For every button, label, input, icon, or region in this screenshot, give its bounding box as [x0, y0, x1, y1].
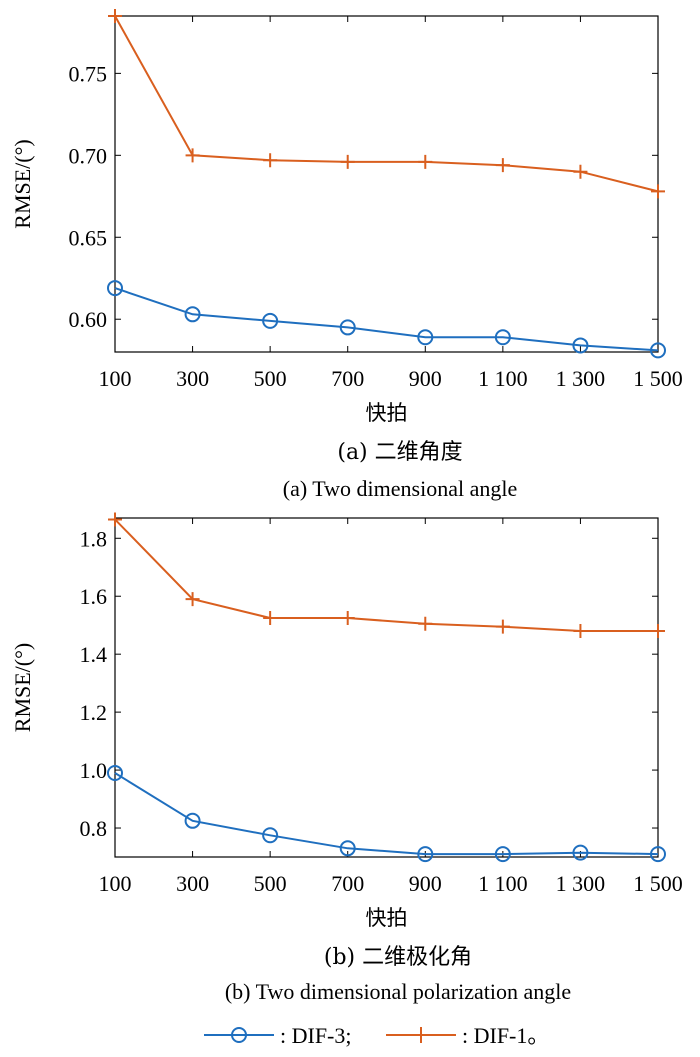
- data-point-dif3: [262, 827, 279, 844]
- y-tick-label: 0.8: [80, 816, 108, 841]
- y-tick-label: 1.6: [80, 584, 108, 609]
- plot-frame: [114, 15, 659, 353]
- series-line-dif-1: [114, 518, 658, 632]
- data-point-dif1: [418, 616, 433, 631]
- y-tick-label: 1.4: [80, 642, 108, 667]
- data-point-dif1: [573, 624, 588, 638]
- x-tick-label: 1 500: [633, 366, 683, 391]
- plot-frame: [114, 517, 659, 858]
- y-axis-label: RMSE/(°): [10, 643, 35, 732]
- y-axis-label: RMSE/(°): [10, 139, 35, 228]
- x-tick-label: 900: [409, 366, 442, 391]
- y-tick-label: 1.0: [80, 758, 108, 783]
- y-tick-label: 1.8: [80, 526, 108, 551]
- x-tick-label: 1 300: [556, 366, 606, 391]
- x-tick-label: 500: [254, 871, 287, 896]
- x-axis-label: 快拍: [366, 401, 408, 425]
- data-point-dif1: [418, 154, 433, 169]
- series-line-dif-3: [114, 772, 659, 856]
- caption-b-en: (b) Two dimensional polarization angle: [225, 979, 571, 1004]
- data-point-dif3: [262, 312, 279, 329]
- data-point-dif3: [107, 280, 123, 297]
- x-tick-label: 500: [254, 366, 287, 391]
- data-point-dif1: [651, 624, 665, 638]
- data-point-dif3: [184, 306, 201, 323]
- data-point-dif3: [417, 329, 434, 346]
- x-tick-label: 100: [99, 366, 132, 391]
- chart-two-dimensional-polarization-angle: 0.8 1.0 1.2 1.4 1.6 1.8 100 300 500 700 900 1 100 1 …: [10, 512, 683, 930]
- series-line-dif-3: [114, 287, 659, 352]
- x-tick-label: 100: [99, 871, 132, 896]
- x-tick-label: 900: [409, 871, 442, 896]
- x-tick-label: 1 100: [478, 871, 528, 896]
- y-tick-label: 1.2: [80, 700, 108, 725]
- data-point-dif1: [185, 592, 200, 607]
- data-point-dif3: [494, 846, 511, 863]
- data-point-dif3: [650, 846, 666, 863]
- y-tick-label: 0.60: [69, 307, 108, 332]
- data-point-dif1: [263, 153, 278, 168]
- x-tick-label: 1 300: [556, 871, 606, 896]
- data-point-dif1: [263, 610, 278, 625]
- legend-dif1-label: : DIF-1。: [462, 1023, 549, 1048]
- x-tick-label: 300: [176, 366, 209, 391]
- legend-dif3-marker: [231, 1027, 247, 1043]
- caption-a-cn: (a) 二维角度: [337, 440, 462, 465]
- legend: : DIF-3; : DIF-1。: [204, 1023, 549, 1048]
- data-point-dif3: [107, 764, 123, 781]
- data-point-dif3: [339, 840, 356, 857]
- data-point-dif1: [108, 512, 122, 527]
- data-point-dif1: [495, 619, 510, 634]
- x-tick-label: 1 500: [633, 871, 683, 896]
- data-point-dif3: [650, 342, 666, 359]
- data-point-dif3: [184, 812, 201, 829]
- data-point-dif1: [108, 9, 122, 23]
- data-point-dif1: [340, 610, 355, 625]
- y-tick-label: 0.75: [69, 61, 108, 86]
- chart-two-dimensional-angle: 0.60 0.65 0.70 0.75 100 300 500 700 900 1 100 1 30…: [10, 9, 683, 425]
- y-tick-label: 0.70: [69, 143, 108, 168]
- data-point-dif1: [340, 154, 355, 169]
- x-tick-label: 700: [331, 366, 364, 391]
- legend-dif1-marker: [413, 1027, 429, 1043]
- data-point-dif3: [417, 846, 434, 863]
- data-point-dif1: [651, 184, 665, 199]
- caption-a-en: (a) Two dimensional angle: [283, 476, 518, 501]
- x-tick-label: 700: [331, 871, 364, 896]
- x-tick-label: 1 100: [478, 366, 528, 391]
- data-point-dif3: [494, 329, 511, 346]
- legend-dif3-label: : DIF-3;: [280, 1023, 352, 1048]
- caption-b-cn: (b) 二维极化角: [324, 945, 472, 970]
- data-point-dif3: [339, 319, 356, 336]
- data-point-dif1: [573, 164, 588, 179]
- data-point-dif1: [495, 158, 510, 173]
- data-point-dif3: [572, 844, 589, 861]
- x-tick-label: 300: [176, 871, 209, 896]
- series-line-dif-1: [114, 15, 659, 193]
- y-tick-label: 0.65: [69, 225, 108, 250]
- x-axis-label: 快拍: [366, 906, 408, 930]
- data-point-dif1: [185, 148, 200, 163]
- data-point-dif3: [572, 337, 589, 354]
